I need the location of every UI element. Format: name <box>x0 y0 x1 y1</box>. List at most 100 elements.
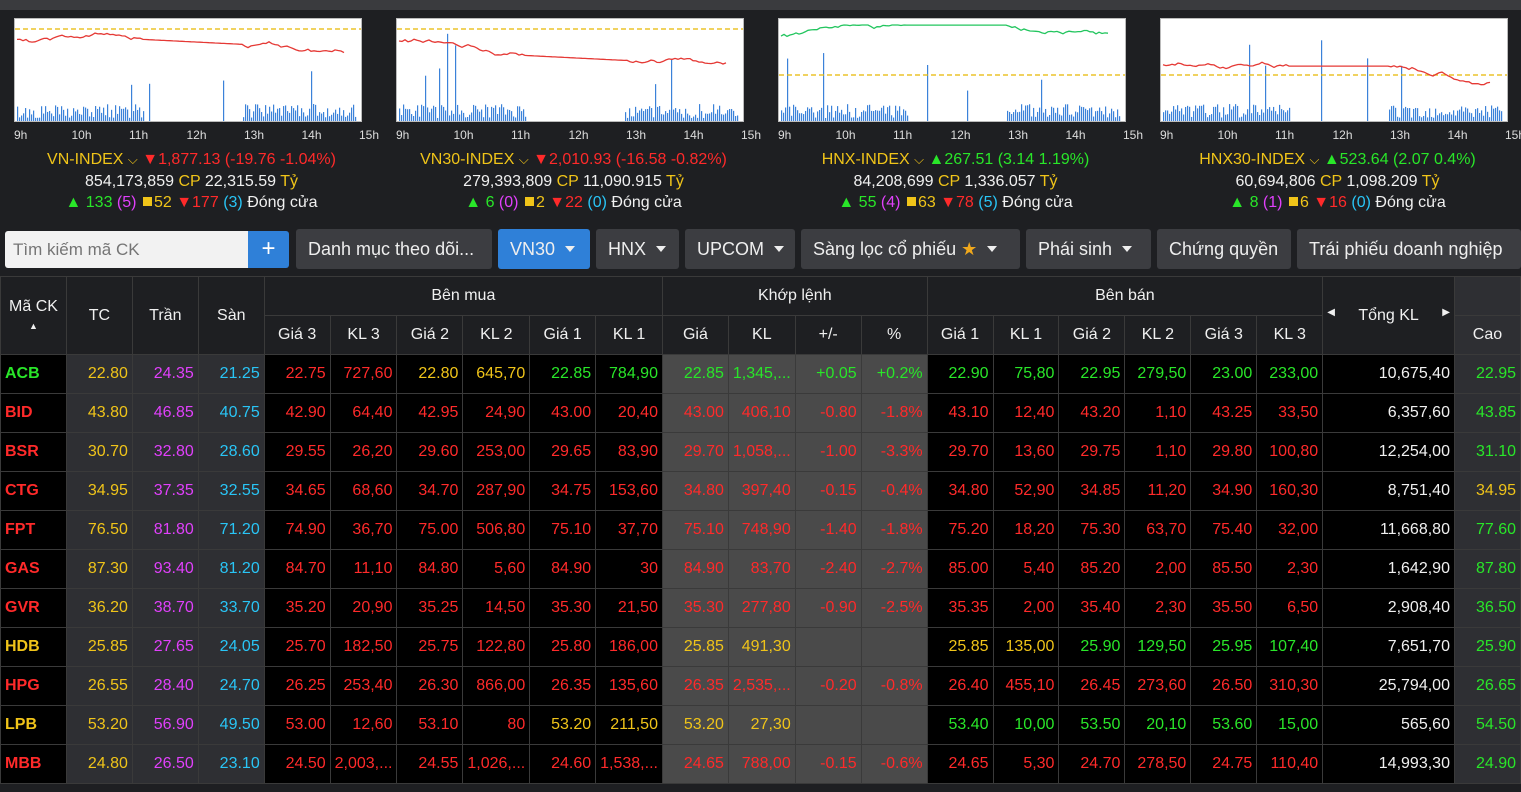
cell-symbol[interactable]: LPB <box>0 705 67 745</box>
cell-symbol[interactable]: GAS <box>0 549 67 589</box>
chevron-left-icon[interactable]: ◀ <box>1327 306 1335 318</box>
col-header-total-volume[interactable]: ◀ Tổng KL ▶ <box>1322 276 1455 355</box>
col-header-floor[interactable]: Sàn <box>197 276 265 355</box>
watchlist-label: Danh mục theo dõi... <box>308 239 475 259</box>
col-header-sell-vol2[interactable]: KL 2 <box>1124 315 1192 355</box>
table-row[interactable]: LPB 53.20 56.90 49.50 53.00 12,60 53.10 80 53.20… <box>0 705 1521 745</box>
col-header-sell-vol3[interactable]: KL 3 <box>1256 315 1324 355</box>
cell-symbol[interactable]: ACB <box>0 354 67 394</box>
cell-sell-price3: 29.80 <box>1190 432 1258 472</box>
chevron-down-icon[interactable]: ⌵ <box>127 152 138 167</box>
search-input[interactable] <box>5 231 248 268</box>
volume-bar <box>1425 111 1427 121</box>
add-watchlist-button[interactable]: + <box>248 231 289 268</box>
cell-sell-price2: 26.45 <box>1058 666 1126 706</box>
table-row[interactable]: BID 43.80 46.85 40.75 42.90 64,40 42.95 24,90 43… <box>0 393 1521 433</box>
col-header-buy-vol3[interactable]: KL 3 <box>329 315 398 355</box>
col-header-sell-price1[interactable]: Giá 1 <box>926 315 994 355</box>
cell-symbol[interactable]: HDB <box>0 627 67 667</box>
volume-bar <box>327 108 329 121</box>
index-name[interactable]: HNX-INDEX <box>821 151 910 168</box>
volume-bar <box>519 106 521 121</box>
chevron-right-icon[interactable]: ▶ <box>1442 306 1450 318</box>
index-card[interactable]: 9h 10h 11h 12h 13h 14h 15h VN30-INDEX ⌵ ▼2,010.… <box>396 18 761 218</box>
volume-bar <box>635 106 637 121</box>
col-header-ceiling[interactable]: Trần <box>131 276 199 355</box>
bonds-button[interactable]: Trái phiếu doanh nghiệp <box>1297 229 1521 269</box>
cell-symbol[interactable]: FPT <box>0 510 67 550</box>
cell-ref-price: 76.50 <box>65 510 133 550</box>
cell-floor-price: 24.05 <box>197 627 265 667</box>
cell-buy-price1: 35.30 <box>529 588 597 628</box>
volume-bar <box>781 110 783 121</box>
col-header-sell-price3[interactable]: Giá 3 <box>1190 315 1258 355</box>
vn30-dropdown[interactable]: VN30 <box>498 229 590 269</box>
volume-bar <box>143 111 145 121</box>
col-header-sell-vol1[interactable]: KL 1 <box>992 315 1060 355</box>
upcom-dropdown[interactable]: UPCOM <box>685 229 795 269</box>
volume-bar <box>285 105 287 121</box>
chevron-down-icon[interactable]: ⌵ <box>518 152 529 167</box>
cell-symbol[interactable]: GVR <box>0 588 67 628</box>
time-tick: 13h <box>626 128 647 142</box>
index-name[interactable]: VN30-INDEX <box>420 151 515 168</box>
volume-bar <box>95 106 97 121</box>
watchlist-button[interactable]: Danh mục theo dõi... <box>296 229 492 269</box>
volume-bar <box>131 84 133 121</box>
table-row[interactable]: ACB 22.80 24.35 21.25 22.75 727,60 22.80 645,70… <box>0 354 1521 394</box>
table-row[interactable]: CTG 34.95 37.35 32.55 34.65 68,60 34.70 287,90 3… <box>0 471 1521 511</box>
index-card[interactable]: 9h10h11h12h13h14h15hHNX30-INDEX ⌵ ▲523.6… <box>1160 18 1521 218</box>
table-row[interactable]: HPG 26.55 28.40 24.70 26.25 253,40 26.30 866,00… <box>0 666 1521 706</box>
warrants-button[interactable]: Chứng quyền <box>1157 229 1291 269</box>
cell-percent: +0.2% <box>860 354 928 394</box>
col-header-sell-price2[interactable]: Giá 2 <box>1058 315 1126 355</box>
volume-bar <box>289 112 291 121</box>
intraday-chart[interactable] <box>396 18 744 122</box>
cell-symbol[interactable]: BID <box>0 393 67 433</box>
volume-bar <box>791 115 793 121</box>
cell-symbol[interactable]: CTG <box>0 471 67 511</box>
col-header-symbol[interactable]: Mã CK ▲ <box>0 276 67 355</box>
cell-symbol[interactable]: HPG <box>0 666 67 706</box>
col-header-buy-vol2[interactable]: KL 2 <box>462 315 531 355</box>
cell-buy-price1: 43.00 <box>529 393 597 433</box>
col-header-buy-price1[interactable]: Giá 1 <box>529 315 597 355</box>
cell-match-vol: 1,058,... <box>727 432 796 472</box>
intraday-chart[interactable] <box>1160 18 1508 122</box>
decliners-count: 177 <box>192 194 219 211</box>
chevron-down-icon[interactable]: ⌵ <box>914 152 925 167</box>
derivatives-dropdown[interactable]: Phái sinh <box>1026 229 1151 269</box>
index-card[interactable]: 9h 10h 11h 12h 13h 14h 15h HNX-INDEX ⌵ ▲267.51 … <box>778 18 1143 218</box>
screener-dropdown[interactable]: Sàng lọc cổ phiếu ★ <box>801 229 1020 269</box>
cell-symbol[interactable]: BSR <box>0 432 67 472</box>
table-row[interactable]: FPT 76.50 81.80 71.20 74.90 36,70 75.00 506,80 7… <box>0 510 1521 550</box>
table-row[interactable]: HDB 25.85 27.65 24.05 25.70 182,50 25.75 122,80… <box>0 627 1521 667</box>
volume-bar <box>633 116 635 121</box>
cp-label: CP <box>178 173 201 190</box>
table-row[interactable]: GAS 87.30 93.40 81.20 84.70 11,10 84.80 5,60 84.… <box>0 549 1521 589</box>
volume-bar <box>711 112 713 121</box>
col-header-buy-price3[interactable]: Giá 3 <box>263 315 331 355</box>
index-name[interactable]: HNX30-INDEX <box>1199 151 1306 168</box>
index-name[interactable]: VN-INDEX <box>47 151 124 168</box>
chevron-down-icon[interactable]: ⌵ <box>1309 152 1320 167</box>
col-header-tc[interactable]: TC <box>65 276 133 355</box>
table-row[interactable]: GVR 36.20 38.70 33.70 35.20 20,90 35.25 14,50 35… <box>0 588 1521 628</box>
cell-symbol[interactable]: MBB <box>0 744 67 784</box>
cell-percent: -2.5% <box>860 588 928 628</box>
col-header-buy-vol1[interactable]: KL 1 <box>595 315 663 355</box>
cell-buy-price1: 26.35 <box>529 666 597 706</box>
intraday-chart[interactable] <box>778 18 1126 122</box>
hnx-dropdown[interactable]: HNX <box>596 229 679 269</box>
col-header-match-price[interactable]: Giá <box>661 315 729 355</box>
table-row[interactable]: MBB 24.80 26.50 23.10 24.50 2,003,... 24.55 1,0… <box>0 744 1521 784</box>
col-header-change[interactable]: +/- <box>794 315 862 355</box>
table-row[interactable]: BSR 30.70 32.80 28.60 29.55 26,20 29.60 253,00 2… <box>0 432 1521 472</box>
index-card[interactable]: 9h 10h 11h 12h 13h 14h 15h VN-INDEX ⌵ ▼1,877.13… <box>14 18 379 218</box>
volume-bar <box>631 116 633 121</box>
col-header-high[interactable]: Cao <box>1453 315 1521 355</box>
col-header-match-vol[interactable]: KL <box>727 315 796 355</box>
col-header-buy-price2[interactable]: Giá 2 <box>396 315 464 355</box>
col-header-percent[interactable]: % <box>860 315 928 355</box>
intraday-chart[interactable] <box>14 18 362 122</box>
